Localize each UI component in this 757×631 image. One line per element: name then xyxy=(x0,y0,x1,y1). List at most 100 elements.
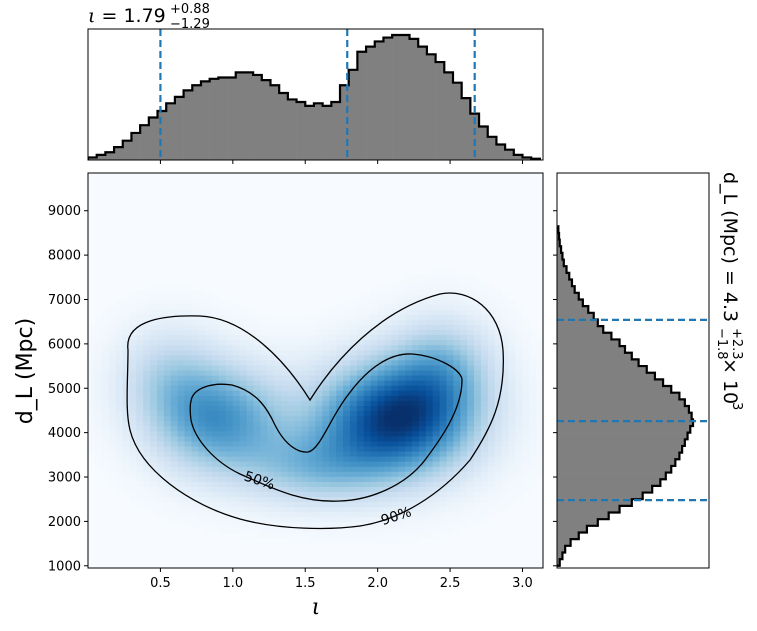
heatmap-cell xyxy=(177,365,186,372)
heatmap-cell xyxy=(260,329,268,336)
heatmap-cell xyxy=(432,502,441,508)
heatmap-cell xyxy=(294,345,303,351)
heatmap-cell xyxy=(425,319,434,326)
heatmap-cell xyxy=(522,375,530,382)
heatmap-cell xyxy=(225,481,234,488)
heatmap-cell xyxy=(384,380,392,387)
heatmap-cell xyxy=(425,385,434,392)
heatmap-cell xyxy=(108,451,117,458)
heatmap-cell xyxy=(412,441,420,448)
heatmap-cell xyxy=(122,299,130,306)
heatmap-cell xyxy=(315,486,323,493)
heatmap-cell xyxy=(467,284,475,291)
heatmap-cell xyxy=(384,395,392,402)
heatmap-cell xyxy=(322,527,330,534)
heatmap-cell xyxy=(377,380,386,387)
heatmap-cell xyxy=(253,350,261,356)
heatmap-cell xyxy=(439,486,448,493)
heatmap-cell xyxy=(474,284,482,291)
heatmap-cell xyxy=(218,492,227,498)
heatmap-cell xyxy=(453,486,461,493)
heatmap-cell xyxy=(515,355,523,361)
heatmap-cell xyxy=(474,451,482,458)
heatmap-cell xyxy=(274,512,282,518)
heatmap-cell xyxy=(122,476,130,483)
heatmap-cell xyxy=(287,324,296,331)
heatmap-cell xyxy=(425,441,434,448)
heatmap-cell xyxy=(467,329,475,336)
heatmap-cell xyxy=(487,360,496,367)
heatmap-cell xyxy=(115,431,124,437)
heatmap-cell xyxy=(370,299,379,306)
top-hist-bar xyxy=(418,46,428,160)
heatmap-cell xyxy=(239,507,248,513)
heatmap-cell xyxy=(501,385,510,392)
heatmap-cell xyxy=(218,360,227,367)
heatmap-cell xyxy=(349,436,358,442)
heatmap-cell xyxy=(315,416,323,422)
heatmap-cell xyxy=(405,365,413,372)
heatmap-cell xyxy=(460,390,468,397)
heatmap-cell xyxy=(529,466,537,473)
heatmap-cell xyxy=(115,446,124,453)
heatmap-cell xyxy=(170,497,179,503)
heatmap-cell xyxy=(108,431,117,437)
heatmap-cell xyxy=(315,309,323,316)
heatmap-cell xyxy=(418,416,427,422)
heatmap-cell xyxy=(453,390,461,397)
heatmap-cell xyxy=(529,451,537,458)
heatmap-cell xyxy=(432,314,441,321)
heatmap-cell xyxy=(370,360,379,367)
heatmap-cell xyxy=(412,390,420,397)
heatmap-cell xyxy=(446,522,454,529)
heatmap-cell xyxy=(143,365,151,372)
heatmap-cell xyxy=(205,395,213,402)
heatmap-cell xyxy=(474,486,482,493)
heatmap-cell xyxy=(412,375,420,382)
heatmap-cell xyxy=(225,360,234,367)
heatmap-cell xyxy=(405,522,413,529)
heatmap-cell xyxy=(398,451,406,458)
heatmap-cell xyxy=(418,400,427,407)
heatmap-cell xyxy=(446,497,454,503)
heatmap-cell xyxy=(267,350,275,356)
heatmap-cell xyxy=(129,324,137,331)
heatmap-cell xyxy=(356,350,365,356)
heatmap-cell xyxy=(349,360,358,367)
heatmap-cell xyxy=(356,314,365,321)
heatmap-cell xyxy=(260,522,268,529)
heatmap-cell xyxy=(329,431,337,437)
heatmap-cell xyxy=(232,416,241,422)
heatmap-cell xyxy=(315,355,323,361)
heatmap-cell xyxy=(391,370,399,377)
heatmap-cell xyxy=(115,481,124,488)
heatmap-cell xyxy=(122,355,130,361)
heatmap-cell xyxy=(356,532,365,539)
heatmap-cell xyxy=(501,395,510,402)
heatmap-cell xyxy=(122,451,130,458)
heatmap-cell xyxy=(136,289,144,296)
heatmap-cell xyxy=(260,319,268,326)
heatmap-cell xyxy=(356,451,365,458)
heatmap-cell xyxy=(405,274,413,280)
heatmap-cell xyxy=(412,446,420,453)
heatmap-cell xyxy=(94,380,103,387)
heatmap-cell xyxy=(198,390,206,397)
heatmap-cell xyxy=(232,497,241,503)
heatmap-cell xyxy=(336,380,344,387)
heatmap-cell xyxy=(501,405,510,412)
heatmap-cell xyxy=(384,502,392,508)
heatmap-cell xyxy=(253,329,261,336)
heatmap-cell xyxy=(439,314,448,321)
heatmap-cell xyxy=(115,466,124,473)
heatmap-cell xyxy=(480,502,489,508)
heatmap-cell xyxy=(336,476,344,483)
heatmap-cell xyxy=(170,345,179,351)
heatmap-cell xyxy=(487,324,496,331)
heatmap-cell xyxy=(480,446,489,453)
heatmap-cell xyxy=(322,324,330,331)
heatmap-cell xyxy=(343,319,351,326)
heatmap-cell xyxy=(143,411,151,417)
heatmap-cell xyxy=(191,436,199,442)
heatmap-cell xyxy=(453,289,461,296)
